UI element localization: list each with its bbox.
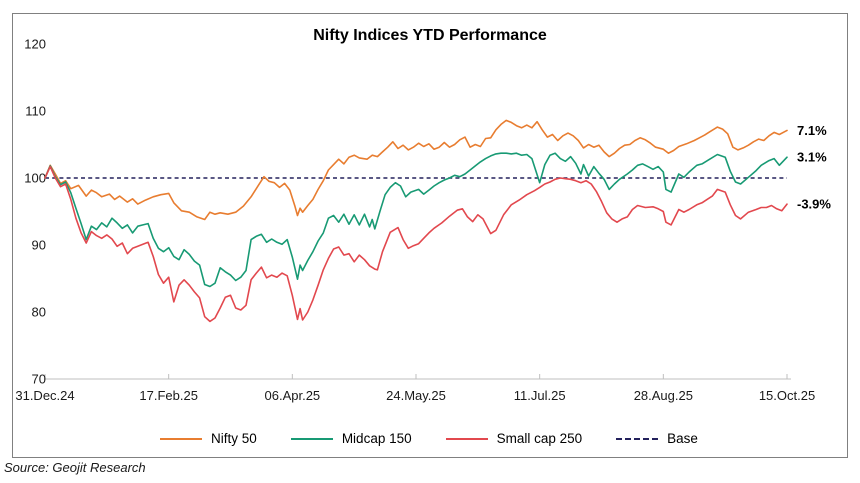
legend-swatch-midcap-150 <box>290 437 333 440</box>
x-axis-tick-label: 11.Jul.25 <box>514 388 566 403</box>
legend-item-nifty-50: Nifty 50 <box>160 431 257 446</box>
y-axis-tick-label: 120 <box>24 37 46 52</box>
legend-swatch-base <box>616 437 659 440</box>
x-axis-tick-label: 17.Feb.25 <box>139 388 198 403</box>
series-line-small-cap-250 <box>44 165 788 323</box>
legend-label-small-cap-250: Small cap 250 <box>496 431 583 446</box>
legend-swatch-small-cap-250 <box>445 437 488 440</box>
legend: Nifty 50 Midcap 150 Small cap 250 Base <box>12 431 846 446</box>
legend-item-small-cap-250: Small cap 250 <box>445 431 583 446</box>
series-line-midcap-150 <box>44 152 788 288</box>
legend-label-nifty-50: Nifty 50 <box>211 431 257 446</box>
legend-label-base: Base <box>667 431 698 446</box>
y-axis-tick-label: 70 <box>32 372 46 387</box>
x-axis-tick-label: 24.May.25 <box>386 388 446 403</box>
chart-title: Nifty Indices YTD Performance <box>313 27 547 44</box>
legend-item-base: Base <box>616 431 698 446</box>
source-text: Source: Geojit Research <box>4 460 146 475</box>
end-label-small-cap-250: -3.9% <box>797 197 831 212</box>
legend-swatch-nifty-50 <box>160 437 203 440</box>
y-axis-tick-label: 90 <box>32 238 46 253</box>
end-label-nifty-50: 7.1% <box>797 123 827 138</box>
y-axis-tick-label: 80 <box>32 305 46 320</box>
x-axis-tick-label: 31.Dec.24 <box>15 388 74 403</box>
legend-label-midcap-150: Midcap 150 <box>341 431 412 446</box>
series-line-nifty-50 <box>44 119 788 221</box>
y-axis-tick-label: 110 <box>25 104 46 119</box>
legend-item-midcap-150: Midcap 150 <box>290 431 412 446</box>
y-axis-tick-label: 100 <box>24 171 46 186</box>
x-axis-tick-label: 28.Aug.25 <box>634 388 693 403</box>
chart-border-box <box>12 13 848 458</box>
x-axis-tick-label: 15.Oct.25 <box>759 388 815 403</box>
end-label-midcap-150: 3.1% <box>797 150 827 165</box>
x-axis-tick-label: 06.Apr.25 <box>265 388 321 403</box>
